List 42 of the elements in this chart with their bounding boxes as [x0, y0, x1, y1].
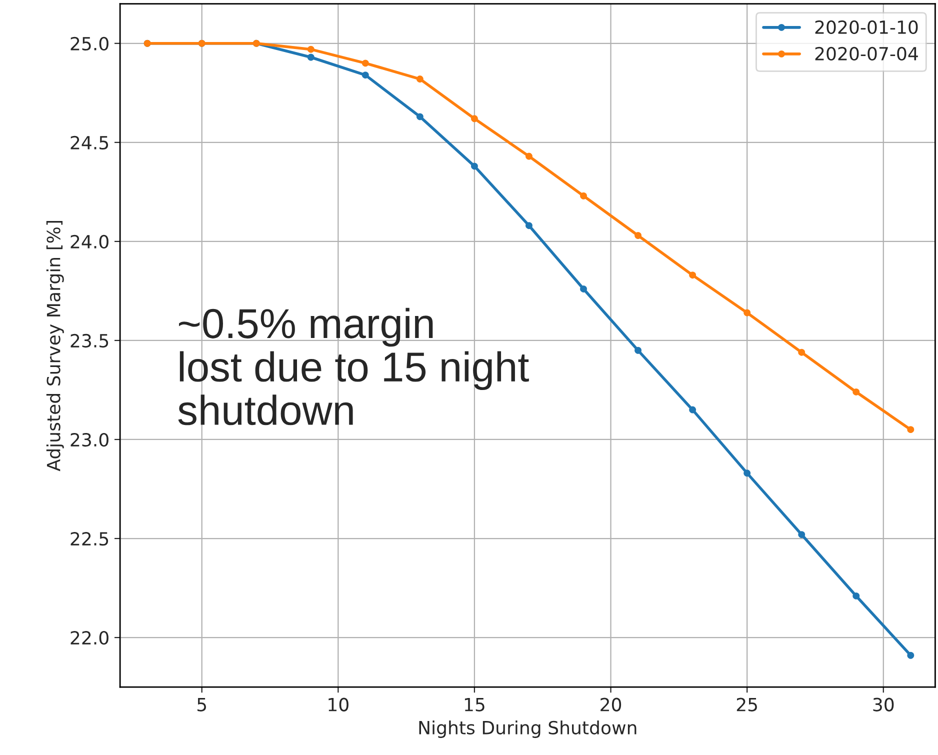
point	[852, 592, 860, 600]
point	[470, 162, 478, 170]
annotation: ~0.5% margin lost due to 15 night shutdown	[178, 308, 529, 426]
point	[634, 232, 642, 239]
point	[634, 346, 642, 354]
y-tick-label: 25.0	[70, 36, 108, 50]
point	[852, 388, 860, 396]
x-tick-label: 5	[198, 698, 206, 712]
point	[307, 54, 314, 61]
point	[907, 426, 914, 434]
point	[526, 222, 532, 230]
y-axis-title: Adjusted Survey Margin [%]	[46, 220, 64, 472]
x-tick-label: 20	[600, 698, 622, 712]
x-axis-title: Nights During Shutdown	[419, 720, 636, 738]
point	[689, 406, 696, 414]
y-tick-label: 22.0	[70, 630, 108, 645]
point	[526, 152, 532, 160]
point	[907, 652, 914, 659]
point	[580, 285, 587, 292]
point	[470, 115, 478, 122]
y-tick-label: 24.0	[70, 234, 108, 249]
x-tick-label: 15	[464, 698, 484, 712]
x-tick-label: 10	[328, 698, 348, 712]
x-tick-label: 30	[873, 698, 894, 712]
point	[416, 76, 424, 83]
legend-label: 2020-01-10	[815, 20, 918, 34]
point	[580, 192, 587, 200]
point	[362, 72, 369, 79]
point	[798, 348, 806, 356]
point	[416, 113, 424, 120]
point	[362, 60, 369, 67]
x-tick-label: 25	[736, 698, 757, 712]
point	[744, 470, 751, 477]
y-tick-label: 24.5	[70, 136, 108, 150]
y-tick-label: 22.5	[70, 532, 108, 546]
point	[307, 46, 314, 53]
point	[689, 272, 696, 279]
legend-label: 2020-07-04	[815, 46, 918, 61]
y-tick-label: 23.5	[70, 334, 108, 348]
y-tick-label: 23.0	[70, 432, 108, 447]
point	[744, 309, 751, 316]
point	[798, 531, 806, 538]
